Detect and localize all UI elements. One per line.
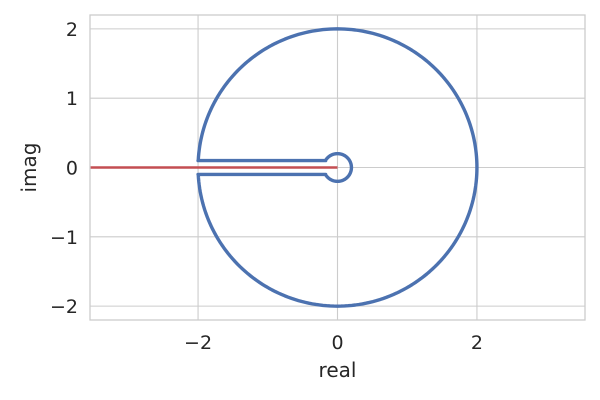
y-tick-label: −2 (50, 296, 78, 318)
x-tick-label: 2 (471, 332, 483, 354)
y-tick-label: 0 (66, 158, 78, 180)
y-ticks: −2 −1 0 1 2 (50, 19, 78, 318)
y-tick-label: 2 (66, 19, 78, 41)
plot-frame (89, 14, 586, 321)
keyhole-contour-line (196, 27, 479, 308)
x-tick-label: 0 (331, 332, 343, 354)
y-axis-label: imag (17, 143, 41, 193)
plot-area (90, 27, 479, 308)
y-tick-label: −1 (50, 227, 78, 249)
x-ticks: −2 0 2 (184, 332, 483, 354)
x-axis-label: real (319, 358, 357, 382)
x-tick-label: −2 (184, 332, 212, 354)
y-tick-label: 1 (66, 88, 78, 110)
